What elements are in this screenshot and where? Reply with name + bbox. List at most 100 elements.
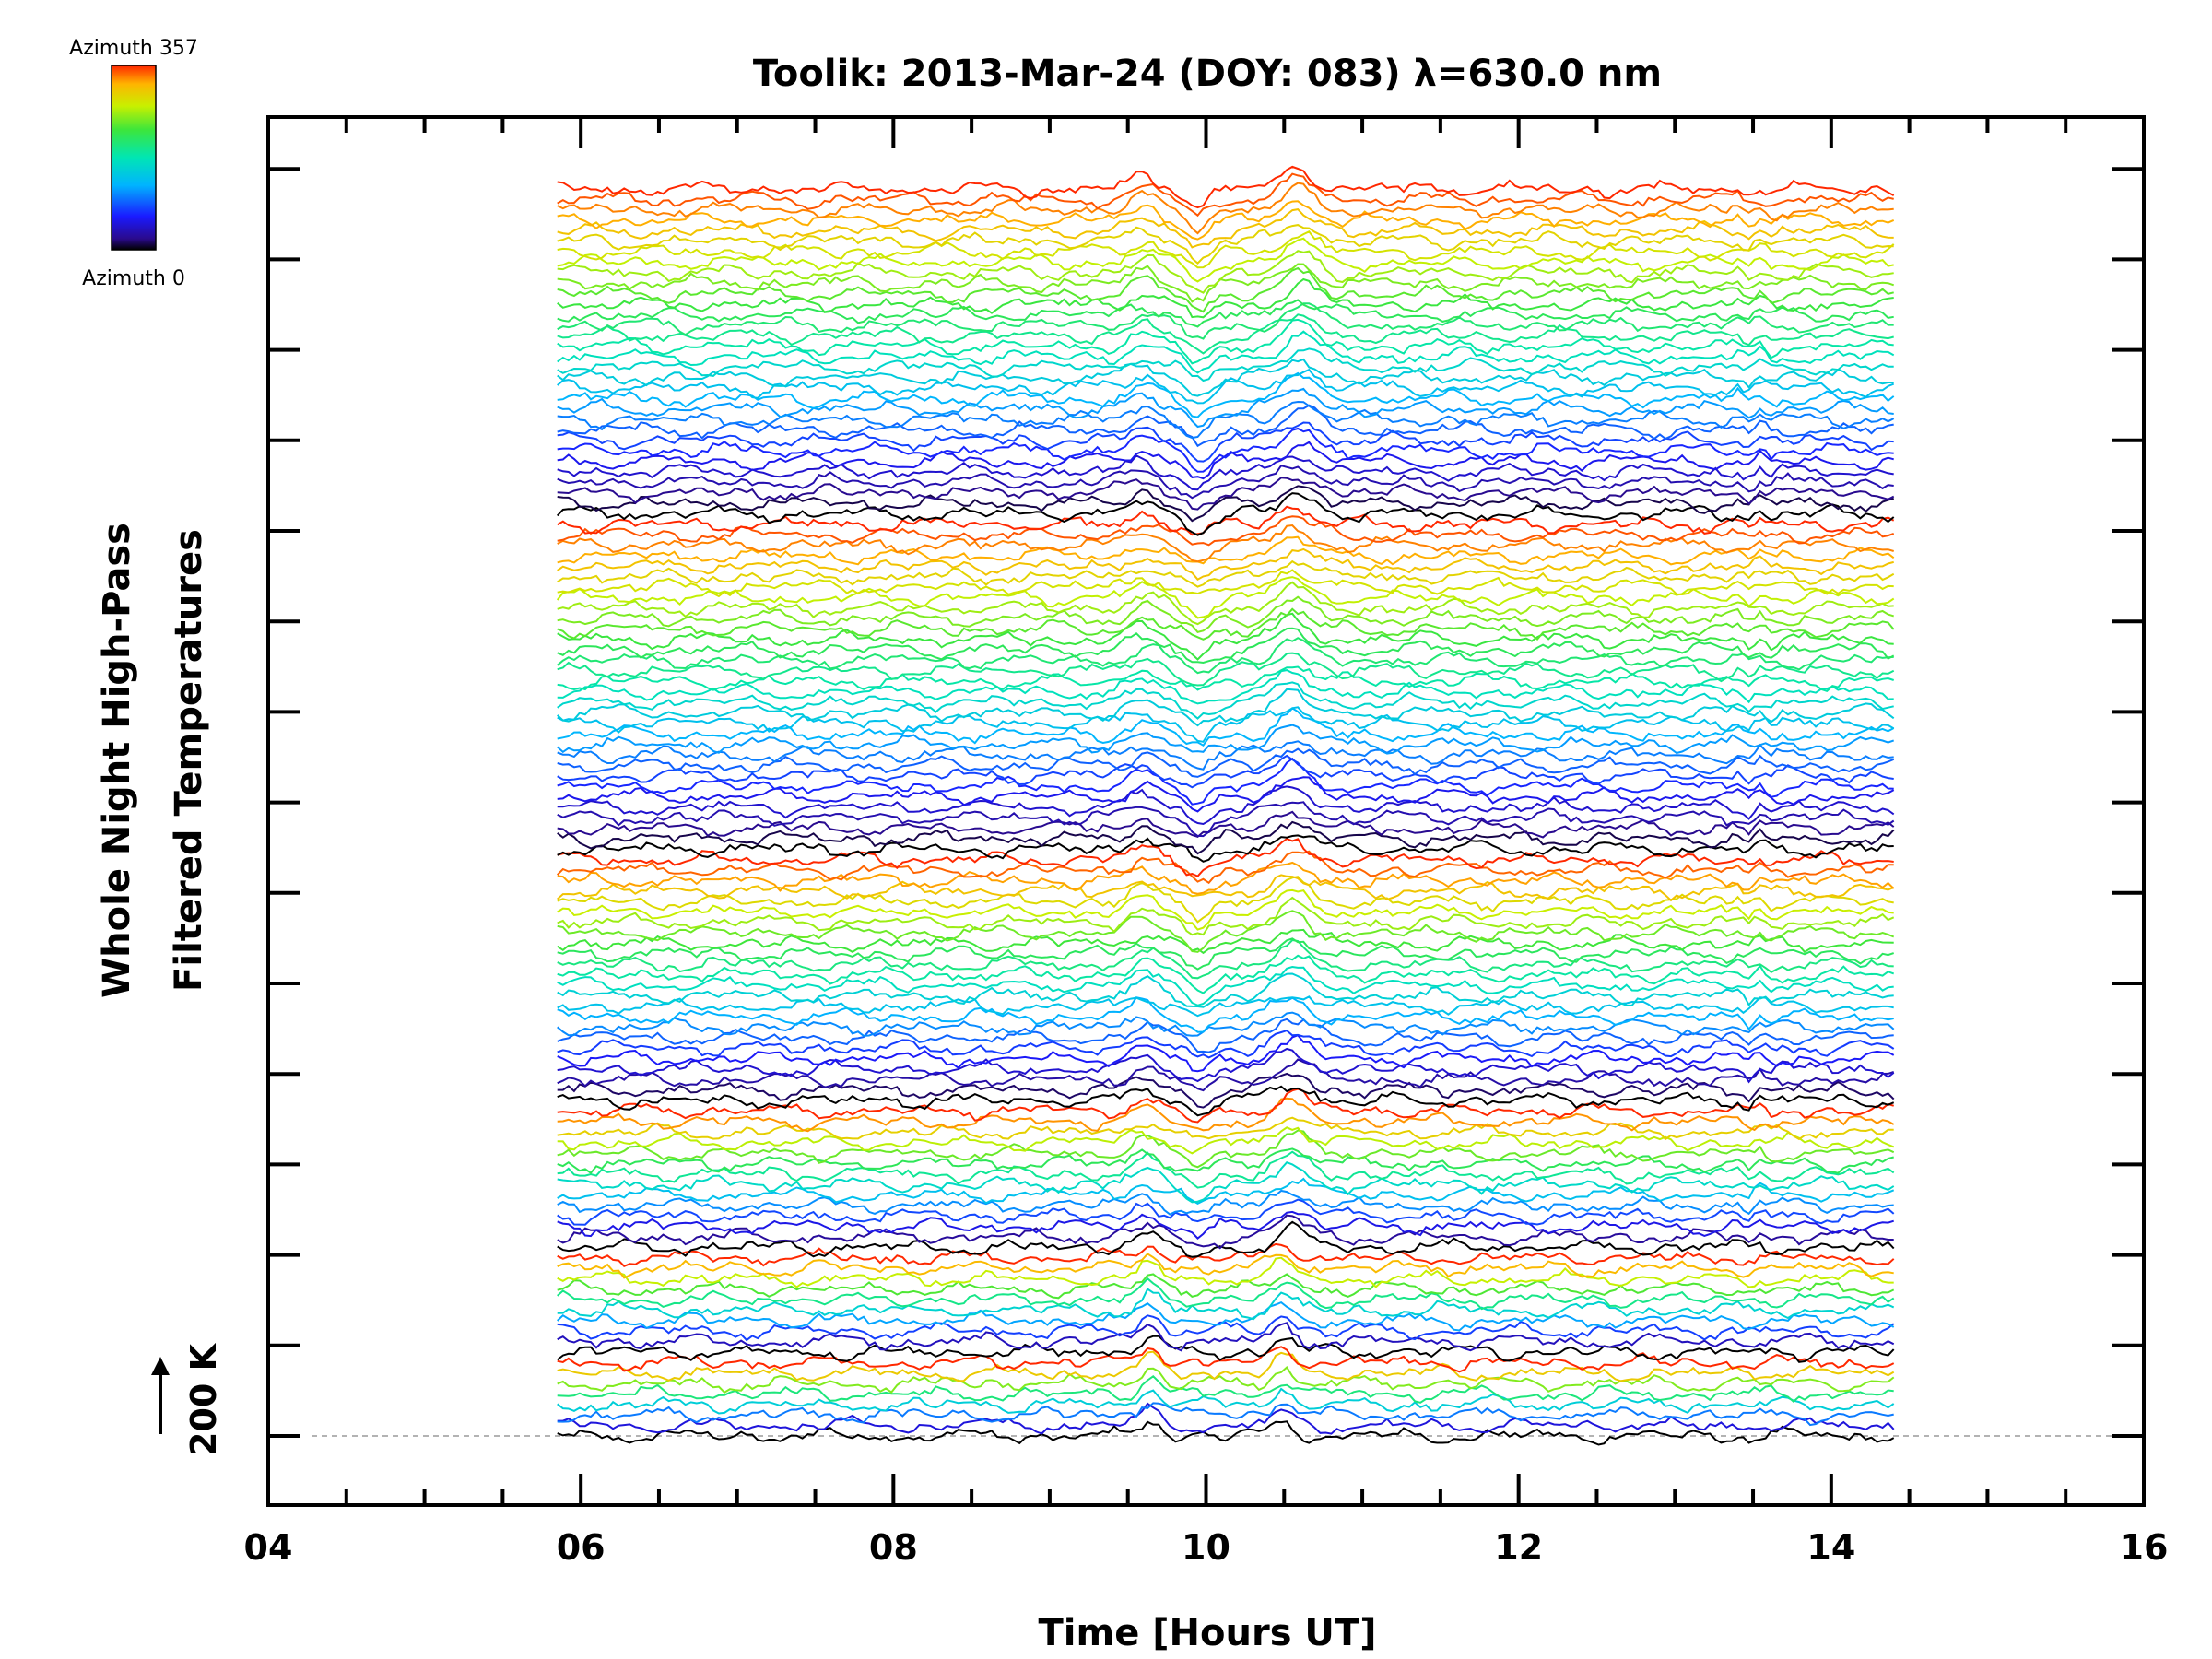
scale-indicator: 200 K bbox=[151, 1342, 224, 1456]
series-line bbox=[557, 358, 1894, 397]
x-tick-label-14: 14 bbox=[1806, 1527, 1855, 1568]
series-line bbox=[557, 302, 1894, 340]
series-line bbox=[557, 1256, 1894, 1288]
series-line bbox=[557, 996, 1894, 1033]
series-line bbox=[557, 995, 1894, 1018]
colorbar-top-label: Azimuth 357 bbox=[69, 37, 198, 60]
series-line bbox=[557, 1322, 1895, 1352]
x-tick-label-04: 04 bbox=[244, 1527, 293, 1568]
series-line bbox=[557, 1214, 1894, 1250]
series-line bbox=[557, 627, 1895, 665]
series-line bbox=[557, 928, 1894, 955]
y-axis-label-line1: Whole Night High-Pass bbox=[96, 523, 138, 998]
series-line bbox=[557, 299, 1894, 328]
series-line bbox=[557, 559, 1895, 588]
series-line bbox=[557, 785, 1895, 826]
series-line bbox=[557, 387, 1894, 429]
series-line bbox=[557, 1018, 1894, 1053]
series-line bbox=[557, 1288, 1895, 1321]
plot-frame bbox=[266, 115, 2146, 1507]
series-line bbox=[557, 1335, 1895, 1363]
series-line bbox=[557, 754, 1894, 789]
series-line bbox=[557, 965, 1894, 1006]
series-line bbox=[557, 165, 1895, 209]
series-line bbox=[557, 485, 1894, 523]
series-line bbox=[557, 1047, 1895, 1084]
series-line bbox=[557, 1029, 1895, 1059]
trace-stack bbox=[556, 165, 1895, 1446]
series-line bbox=[557, 1365, 1895, 1394]
series-line bbox=[557, 569, 1894, 598]
series-line bbox=[557, 266, 1894, 313]
series-line bbox=[557, 581, 1894, 626]
axis-ticks bbox=[266, 117, 2146, 1505]
x-tick-labels: 04 06 08 10 12 14 16 bbox=[244, 1527, 2169, 1568]
series-line bbox=[557, 801, 1895, 838]
series-line bbox=[557, 263, 1895, 303]
series-line bbox=[557, 1253, 1894, 1279]
series-line bbox=[557, 277, 1894, 319]
colorbar: Azimuth 357 Azimuth 0 bbox=[69, 37, 198, 290]
series-line bbox=[557, 876, 1894, 924]
series-line bbox=[557, 427, 1894, 473]
series-line bbox=[557, 820, 1895, 855]
series-line bbox=[557, 1350, 1895, 1382]
x-tick-label-16: 16 bbox=[2120, 1527, 2169, 1568]
series-line bbox=[557, 1242, 1895, 1267]
series-line bbox=[557, 688, 1895, 727]
series-line bbox=[557, 1085, 1895, 1117]
series-line bbox=[557, 972, 1894, 1008]
series-line bbox=[557, 1177, 1895, 1206]
series-line bbox=[557, 1150, 1895, 1189]
series-line bbox=[557, 1387, 1895, 1415]
series-line bbox=[557, 230, 1895, 269]
series-line bbox=[557, 1129, 1895, 1169]
series-line bbox=[557, 368, 1895, 405]
colorbar-gradient bbox=[111, 65, 157, 251]
series-line bbox=[557, 1375, 1894, 1404]
colorbar-bottom-label: Azimuth 0 bbox=[82, 267, 185, 290]
series-line bbox=[557, 757, 1894, 806]
series-line bbox=[557, 477, 1895, 511]
series-line bbox=[557, 224, 1894, 265]
x-axis-label: Time [Hours UT] bbox=[1039, 1612, 1377, 1654]
series-line bbox=[557, 1346, 1895, 1373]
series-line bbox=[557, 861, 1895, 895]
series-line bbox=[557, 1277, 1895, 1311]
series-line bbox=[557, 535, 1895, 566]
series-line bbox=[557, 404, 1894, 448]
scale-label: 200 K bbox=[183, 1342, 224, 1456]
series-line bbox=[557, 707, 1895, 747]
series-line bbox=[557, 665, 1895, 693]
series-line bbox=[557, 910, 1895, 953]
series-line bbox=[557, 237, 1894, 283]
series-line bbox=[557, 1011, 1895, 1037]
series-line bbox=[557, 208, 1894, 249]
series-line bbox=[557, 1300, 1895, 1332]
series-line bbox=[557, 1058, 1895, 1092]
series-line bbox=[557, 776, 1895, 813]
series-line bbox=[557, 607, 1895, 641]
series-line bbox=[557, 464, 1894, 500]
series-line bbox=[556, 576, 1895, 619]
series-line bbox=[557, 200, 1895, 241]
series-line bbox=[557, 1097, 1895, 1133]
series-line bbox=[557, 612, 1894, 661]
series-line bbox=[557, 595, 1894, 634]
series-line bbox=[557, 834, 1894, 863]
series-line bbox=[556, 850, 1894, 885]
y-axis-label-line2: Filtered Temperatures bbox=[168, 529, 210, 992]
x-tick-label-12: 12 bbox=[1494, 1527, 1543, 1568]
series-line bbox=[557, 652, 1895, 687]
series-line bbox=[557, 1220, 1895, 1258]
x-tick-label-10: 10 bbox=[1182, 1527, 1230, 1568]
series-line bbox=[557, 1189, 1894, 1216]
series-line bbox=[557, 1402, 1894, 1427]
series-line bbox=[557, 313, 1894, 355]
series-line bbox=[557, 896, 1895, 936]
series-line bbox=[557, 454, 1894, 491]
series-line bbox=[557, 874, 1895, 902]
series-line bbox=[557, 810, 1895, 839]
series-line bbox=[557, 421, 1894, 463]
